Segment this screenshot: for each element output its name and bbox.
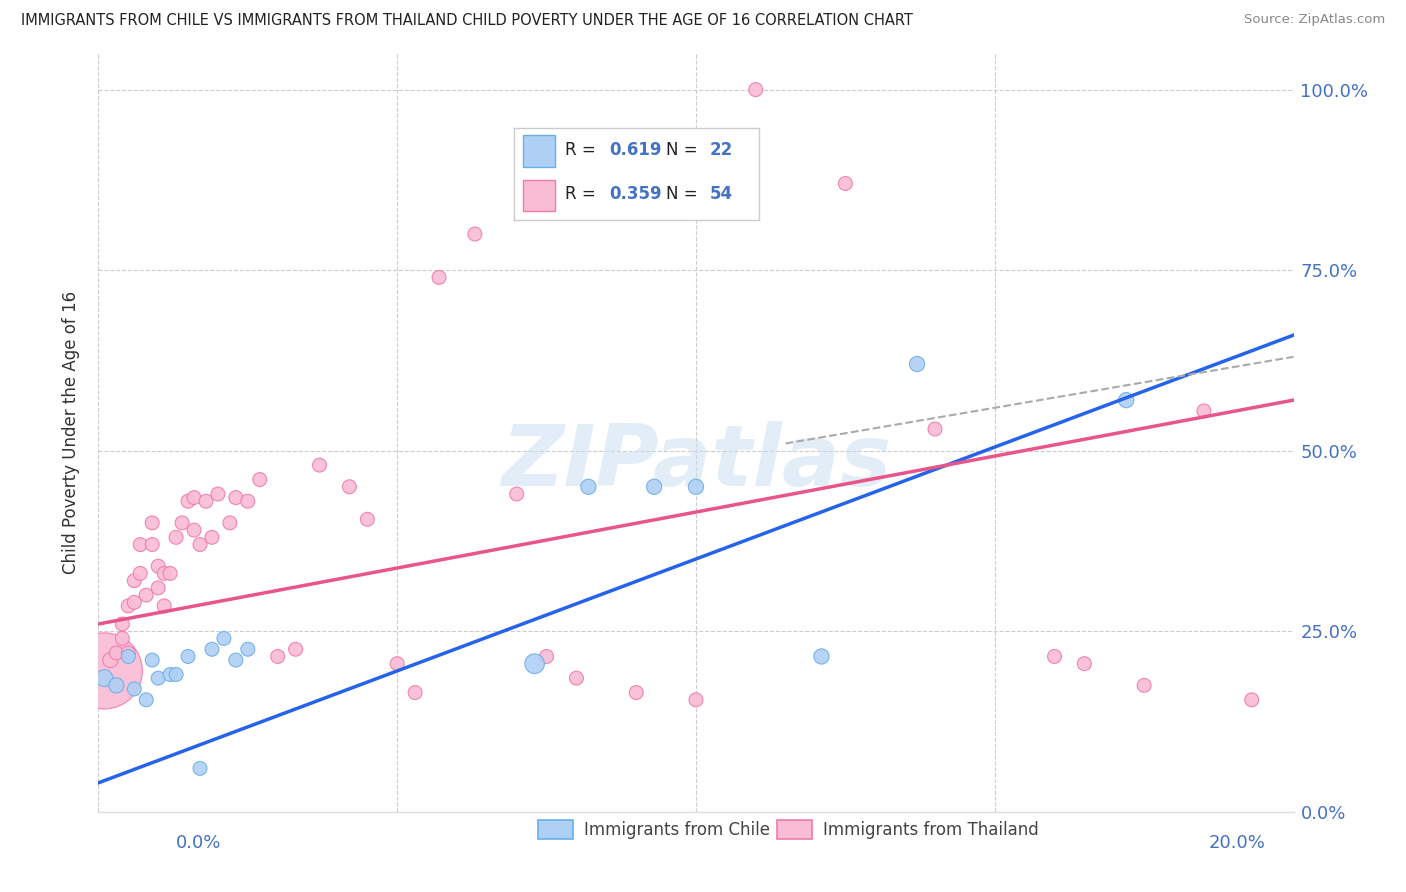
Point [219, 516, 242, 530]
Text: 0.359: 0.359 [609, 186, 662, 203]
Point [117, 649, 139, 664]
Point [1043, 649, 1066, 664]
Point [135, 693, 157, 707]
Point [183, 491, 205, 505]
Point [1192, 404, 1215, 418]
Point [284, 642, 307, 657]
Point [356, 512, 378, 526]
Point [93, 671, 115, 685]
Point [536, 649, 558, 664]
Point [643, 480, 665, 494]
Point [117, 599, 139, 613]
Point [924, 422, 946, 436]
Point [183, 523, 205, 537]
Point [578, 480, 600, 494]
Point [1240, 693, 1263, 707]
Text: ZIPatlas: ZIPatlas [501, 421, 891, 505]
Point [148, 559, 170, 574]
Point [188, 761, 211, 775]
Text: 0.619: 0.619 [609, 141, 662, 159]
Point [177, 649, 200, 664]
Point [626, 685, 648, 699]
Point [111, 617, 134, 632]
Point [834, 177, 856, 191]
Text: 54: 54 [710, 186, 733, 203]
Point [124, 681, 146, 696]
Point [141, 516, 163, 530]
Y-axis label: Child Poverty Under the Age of 16: Child Poverty Under the Age of 16 [62, 291, 80, 574]
Text: Immigrants from Thailand: Immigrants from Thailand [824, 821, 1039, 838]
Point [267, 649, 290, 664]
Point [225, 491, 247, 505]
Point [141, 653, 163, 667]
Text: N =: N = [665, 141, 703, 159]
Point [385, 657, 409, 671]
Point [105, 646, 128, 660]
Point [810, 649, 832, 664]
Point [177, 494, 200, 508]
Point [153, 599, 176, 613]
Point [685, 480, 707, 494]
Point [745, 82, 768, 96]
Point [188, 537, 211, 551]
Text: Source: ZipAtlas.com: Source: ZipAtlas.com [1244, 13, 1385, 27]
Point [129, 537, 152, 551]
Point [159, 667, 181, 681]
Point [225, 653, 247, 667]
Point [135, 588, 157, 602]
Point [129, 566, 152, 581]
Point [93, 664, 115, 678]
Point [464, 227, 486, 241]
Point [165, 667, 187, 681]
Point [117, 646, 139, 660]
Text: Immigrants from Chile: Immigrants from Chile [585, 821, 770, 838]
Point [236, 642, 259, 657]
Point [905, 357, 928, 371]
Point [308, 458, 330, 472]
Text: IMMIGRANTS FROM CHILE VS IMMIGRANTS FROM THAILAND CHILD POVERTY UNDER THE AGE OF: IMMIGRANTS FROM CHILE VS IMMIGRANTS FROM… [21, 13, 912, 29]
Point [1115, 393, 1137, 408]
Point [201, 530, 224, 544]
Point [565, 671, 588, 685]
Point [153, 566, 176, 581]
Point [159, 566, 181, 581]
Point [195, 494, 218, 508]
Point [148, 671, 170, 685]
Point [236, 494, 259, 508]
Point [98, 653, 122, 667]
Point [124, 574, 146, 588]
Point [404, 685, 426, 699]
FancyBboxPatch shape [523, 135, 555, 167]
Point [105, 678, 128, 692]
Text: 22: 22 [710, 141, 733, 159]
Point [111, 632, 134, 646]
Point [148, 581, 170, 595]
Point [339, 480, 361, 494]
Point [249, 473, 271, 487]
Point [506, 487, 529, 501]
Point [172, 516, 194, 530]
Point [141, 537, 163, 551]
Point [523, 657, 546, 671]
Text: R =: R = [565, 141, 600, 159]
Point [427, 270, 450, 285]
Point [207, 487, 229, 501]
Point [1073, 657, 1095, 671]
Point [1133, 678, 1156, 692]
Point [165, 530, 187, 544]
Text: 0.0%: 0.0% [176, 834, 221, 852]
Text: 20.0%: 20.0% [1209, 834, 1265, 852]
Point [201, 642, 224, 657]
Point [685, 693, 707, 707]
Point [212, 632, 235, 646]
Text: R =: R = [565, 186, 600, 203]
FancyBboxPatch shape [523, 179, 555, 211]
Text: N =: N = [665, 186, 703, 203]
Point [124, 595, 146, 609]
